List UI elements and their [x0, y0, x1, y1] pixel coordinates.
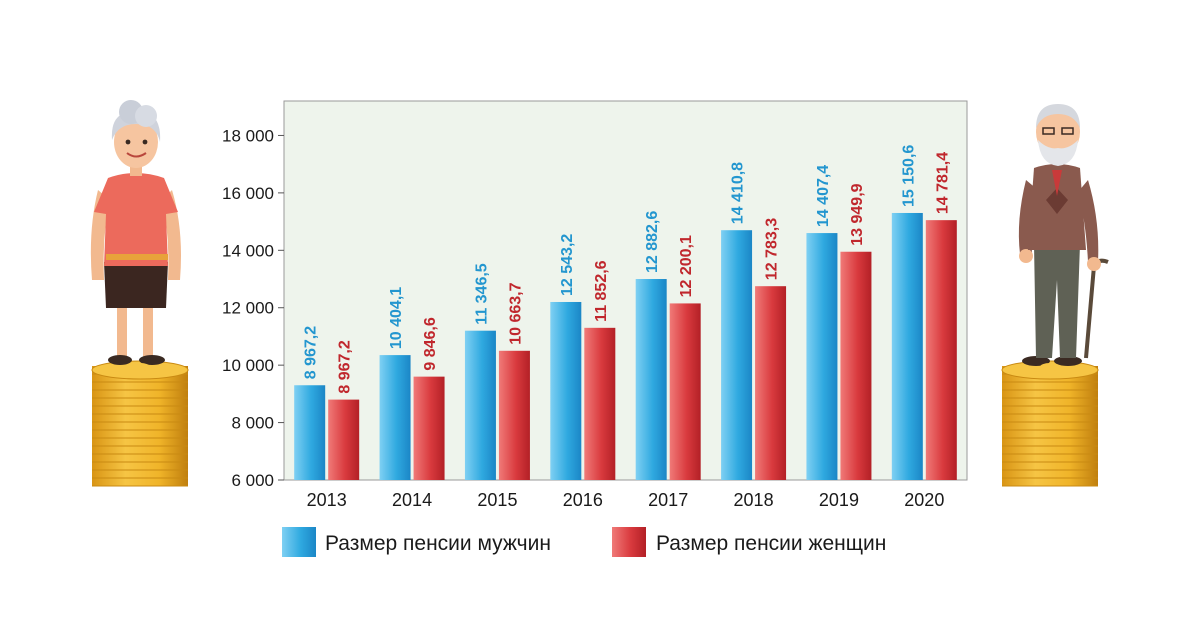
coin [1002, 398, 1098, 406]
bar-men-2018 [721, 230, 753, 480]
y-tick-label: 12 000 [222, 299, 274, 318]
x-tick-label: 2016 [563, 490, 603, 510]
bar-women-2014 [413, 376, 445, 480]
coin [1002, 478, 1098, 486]
coin [1002, 430, 1098, 438]
coin [1002, 382, 1098, 390]
legend-label-women: Размер пенсии женщин [656, 532, 886, 555]
bar-women-2018 [755, 286, 787, 480]
x-tick-label: 2017 [648, 490, 688, 510]
data-label-men-2020: 15 150,6 [900, 145, 917, 207]
bar-women-2019 [840, 251, 872, 480]
bar-men-2013 [294, 385, 326, 480]
legend-swatch-women [612, 527, 646, 557]
data-label-women-2017: 12 200,1 [678, 235, 695, 297]
coin [1002, 446, 1098, 454]
grandmother-on-coins-icon [90, 100, 189, 487]
data-label-women-2019: 13 949,9 [849, 183, 866, 245]
data-label-women-2013: 8 967,2 [337, 340, 354, 393]
bar-labels: 8 967,2 8 967,2 10 404,1 9 846,6 11 346,5 10 … [303, 145, 952, 394]
data-label-men-2014: 10 404,1 [388, 287, 405, 349]
data-label-women-2016: 11 852,6 [593, 260, 610, 322]
coin [1002, 454, 1098, 462]
data-label-women-2015: 10 663,7 [507, 282, 524, 344]
grandfather-on-coins-icon [1001, 104, 1109, 487]
coin [92, 430, 188, 438]
y-tick-label: 14 000 [222, 241, 274, 260]
coin [1002, 462, 1098, 470]
bar-women-2020 [925, 220, 957, 480]
bar-men-2016 [550, 301, 582, 480]
coin [1002, 422, 1098, 430]
bar-women-2013 [328, 399, 360, 480]
x-tick-label: 2013 [307, 490, 347, 510]
coin [1002, 406, 1098, 414]
coin [92, 446, 188, 454]
legend-swatch-men [282, 527, 316, 557]
coin [92, 398, 188, 406]
bar-men-2017 [635, 279, 667, 480]
coin [1002, 414, 1098, 422]
coin [92, 462, 188, 470]
bar-women-2017 [669, 303, 701, 480]
coin [1002, 470, 1098, 478]
bar-men-2014 [379, 355, 411, 480]
y-tick-label: 16 000 [222, 184, 274, 203]
x-tick-label: 2014 [392, 490, 432, 510]
x-tick-label: 2015 [477, 490, 517, 510]
x-tick-label: 2018 [734, 490, 774, 510]
x-tick-label: 2019 [819, 490, 859, 510]
bar-women-2015 [498, 350, 530, 480]
coin [92, 414, 188, 422]
legend: Размер пенсии мужчин Размер пенсии женщи… [282, 527, 886, 557]
data-label-women-2018: 12 783,3 [764, 218, 781, 280]
y-tick-label: 8 000 [231, 414, 274, 433]
data-label-men-2013: 8 967,2 [303, 326, 320, 379]
coin [1002, 390, 1098, 398]
bars [294, 212, 957, 480]
y-tick-label: 10 000 [222, 356, 274, 375]
data-label-men-2015: 11 346,5 [473, 263, 490, 325]
data-label-women-2020: 14 781,4 [934, 152, 951, 214]
coin [92, 454, 188, 462]
coin [92, 390, 188, 398]
x-axis: 2013 2014 2015 2016 2017 2018 2019 2020 [307, 490, 945, 510]
coin [92, 438, 188, 446]
data-label-men-2018: 14 410,8 [730, 162, 747, 224]
coin [92, 406, 188, 414]
x-tick-label: 2020 [904, 490, 944, 510]
data-label-men-2016: 12 543,2 [559, 234, 576, 296]
data-label-women-2014: 9 846,6 [422, 317, 439, 370]
coin [92, 422, 188, 430]
data-label-men-2017: 12 882,6 [644, 211, 661, 273]
bar-men-2019 [806, 233, 838, 480]
y-tick-label: 6 000 [231, 471, 274, 490]
coin [92, 470, 188, 478]
coin [92, 478, 188, 486]
coin [92, 382, 188, 390]
coin [1002, 438, 1098, 446]
bar-women-2016 [584, 327, 616, 480]
bar-men-2020 [891, 212, 923, 480]
y-axis: 6 000 8 000 10 000 12 000 14 000 16 000 18 000 [222, 126, 284, 490]
y-tick-label: 18 000 [222, 126, 274, 145]
bar-men-2015 [464, 330, 496, 480]
data-label-men-2019: 14 407,4 [815, 165, 832, 227]
legend-label-men: Размер пенсии мужчин [325, 532, 551, 555]
